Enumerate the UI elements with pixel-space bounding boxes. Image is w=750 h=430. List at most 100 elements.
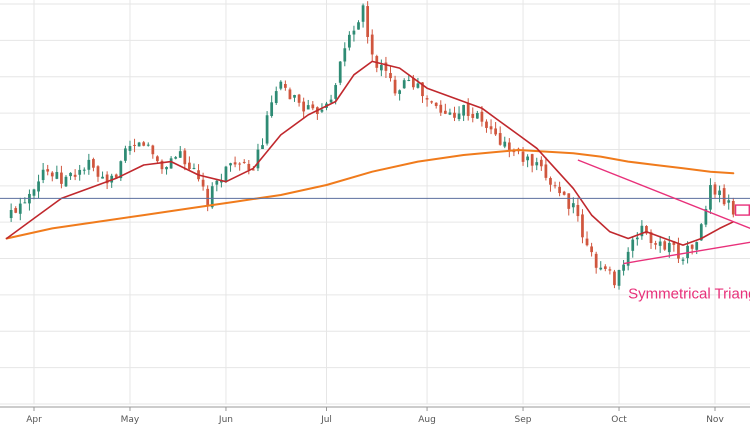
candle-bearish	[558, 186, 561, 194]
candle-bullish	[18, 203, 22, 214]
candle-bearish	[530, 154, 534, 166]
test-box	[734, 204, 750, 216]
candle-bearish	[421, 82, 424, 97]
candle-bearish	[608, 269, 612, 271]
candle-bearish	[480, 111, 484, 122]
candle-bullish	[261, 145, 264, 150]
candle-bullish	[279, 81, 283, 89]
candle-bullish	[165, 167, 168, 170]
candle-bearish	[434, 102, 438, 106]
candle-bullish	[224, 166, 228, 182]
candle-bearish	[439, 104, 443, 113]
candle-bearish	[247, 163, 251, 170]
candle-bearish	[206, 188, 210, 206]
candle-bullish	[64, 176, 68, 187]
candle-bearish	[731, 200, 735, 215]
candle-bullish	[617, 269, 621, 286]
candle-bullish	[681, 259, 685, 261]
candle-bearish	[384, 62, 388, 71]
candle-bearish	[471, 113, 475, 118]
candle-bearish	[713, 184, 717, 195]
candle-bearish	[60, 172, 63, 184]
candle-bullish	[667, 242, 671, 253]
candle-bearish	[252, 169, 255, 171]
x-axis: Apr May Jun Jul Aug Sep Oct Nov	[0, 406, 750, 425]
candle-bearish	[507, 142, 511, 151]
candle-bullish	[343, 48, 347, 62]
candle-bearish	[96, 166, 100, 177]
candle-bullish	[137, 142, 141, 147]
candle-bearish	[613, 271, 616, 286]
candle-bullish	[727, 200, 731, 203]
candle-bullish	[718, 190, 721, 196]
candle-bearish	[92, 159, 95, 168]
candle-bearish	[370, 34, 374, 55]
candle-bearish	[425, 98, 429, 100]
x-tick-label: Nov	[706, 415, 724, 425]
candle-bullish	[699, 224, 703, 241]
candle-bullish	[357, 22, 360, 30]
x-tick-label: May	[121, 415, 140, 425]
candle-bearish	[389, 73, 392, 79]
sma-fast-layer	[5, 60, 735, 246]
candle-bullish	[526, 156, 529, 161]
x-tick-label: Jul	[320, 415, 332, 425]
candle-bearish	[160, 160, 164, 170]
candle-bullish	[407, 80, 411, 82]
candle-bearish	[512, 151, 516, 153]
candle-bullish	[329, 99, 333, 103]
sma-fast-line	[5, 60, 735, 246]
candle-bullish	[402, 80, 406, 89]
candle-bullish	[69, 172, 72, 177]
candle-bullish	[352, 30, 356, 35]
candle-bearish	[649, 232, 653, 244]
x-tick-label: Aug	[418, 415, 436, 425]
candle-bullish	[535, 162, 539, 166]
candle-bullish	[270, 102, 274, 116]
candle-bullish	[229, 163, 232, 166]
x-tick-label: Apr	[26, 415, 42, 425]
candle-bullish	[347, 34, 351, 48]
candle-bullish	[334, 85, 338, 99]
candle-bearish	[576, 204, 580, 217]
candle-bearish	[411, 78, 415, 88]
candle-bullish	[462, 104, 465, 116]
candle-bearish	[489, 126, 493, 130]
grid	[0, 0, 750, 405]
candle-bearish	[14, 208, 18, 213]
candle-bullish	[635, 237, 639, 240]
candle-bullish	[320, 109, 324, 112]
candle-bullish	[220, 180, 223, 183]
candle-bullish	[338, 61, 342, 83]
candle-bearish	[156, 156, 159, 162]
candle-bearish	[151, 145, 155, 155]
candle-bearish	[485, 121, 488, 128]
pattern-label: Symmetrical Triangle	[628, 286, 750, 303]
candle-bearish	[233, 162, 237, 165]
candle-bullish	[215, 180, 219, 185]
candle-bearish	[201, 179, 205, 187]
candle-bearish	[284, 84, 287, 88]
candle-bullish	[9, 210, 13, 219]
candle-bearish	[105, 174, 109, 184]
sma-slow-layer	[5, 149, 735, 240]
candle-bullish	[622, 264, 625, 271]
candle-bullish	[709, 185, 712, 210]
x-tick-label: Oct	[611, 415, 627, 425]
candle-bullish	[293, 95, 296, 98]
candle-bearish	[393, 79, 397, 94]
candle-bullish	[398, 90, 402, 94]
candle-bearish	[366, 6, 370, 37]
candle-bearish	[539, 159, 543, 167]
candle-bullish	[32, 189, 36, 196]
candle-bullish	[146, 144, 150, 146]
candle-bearish	[544, 164, 548, 178]
candle-bearish	[690, 244, 694, 249]
candle-bearish	[453, 112, 456, 118]
candle-bearish	[677, 244, 680, 259]
candle-bullish	[704, 209, 708, 225]
candle-bullish	[686, 245, 689, 259]
candle-bullish	[274, 91, 278, 104]
candle-bearish	[567, 193, 571, 209]
candle-bearish	[188, 162, 191, 169]
